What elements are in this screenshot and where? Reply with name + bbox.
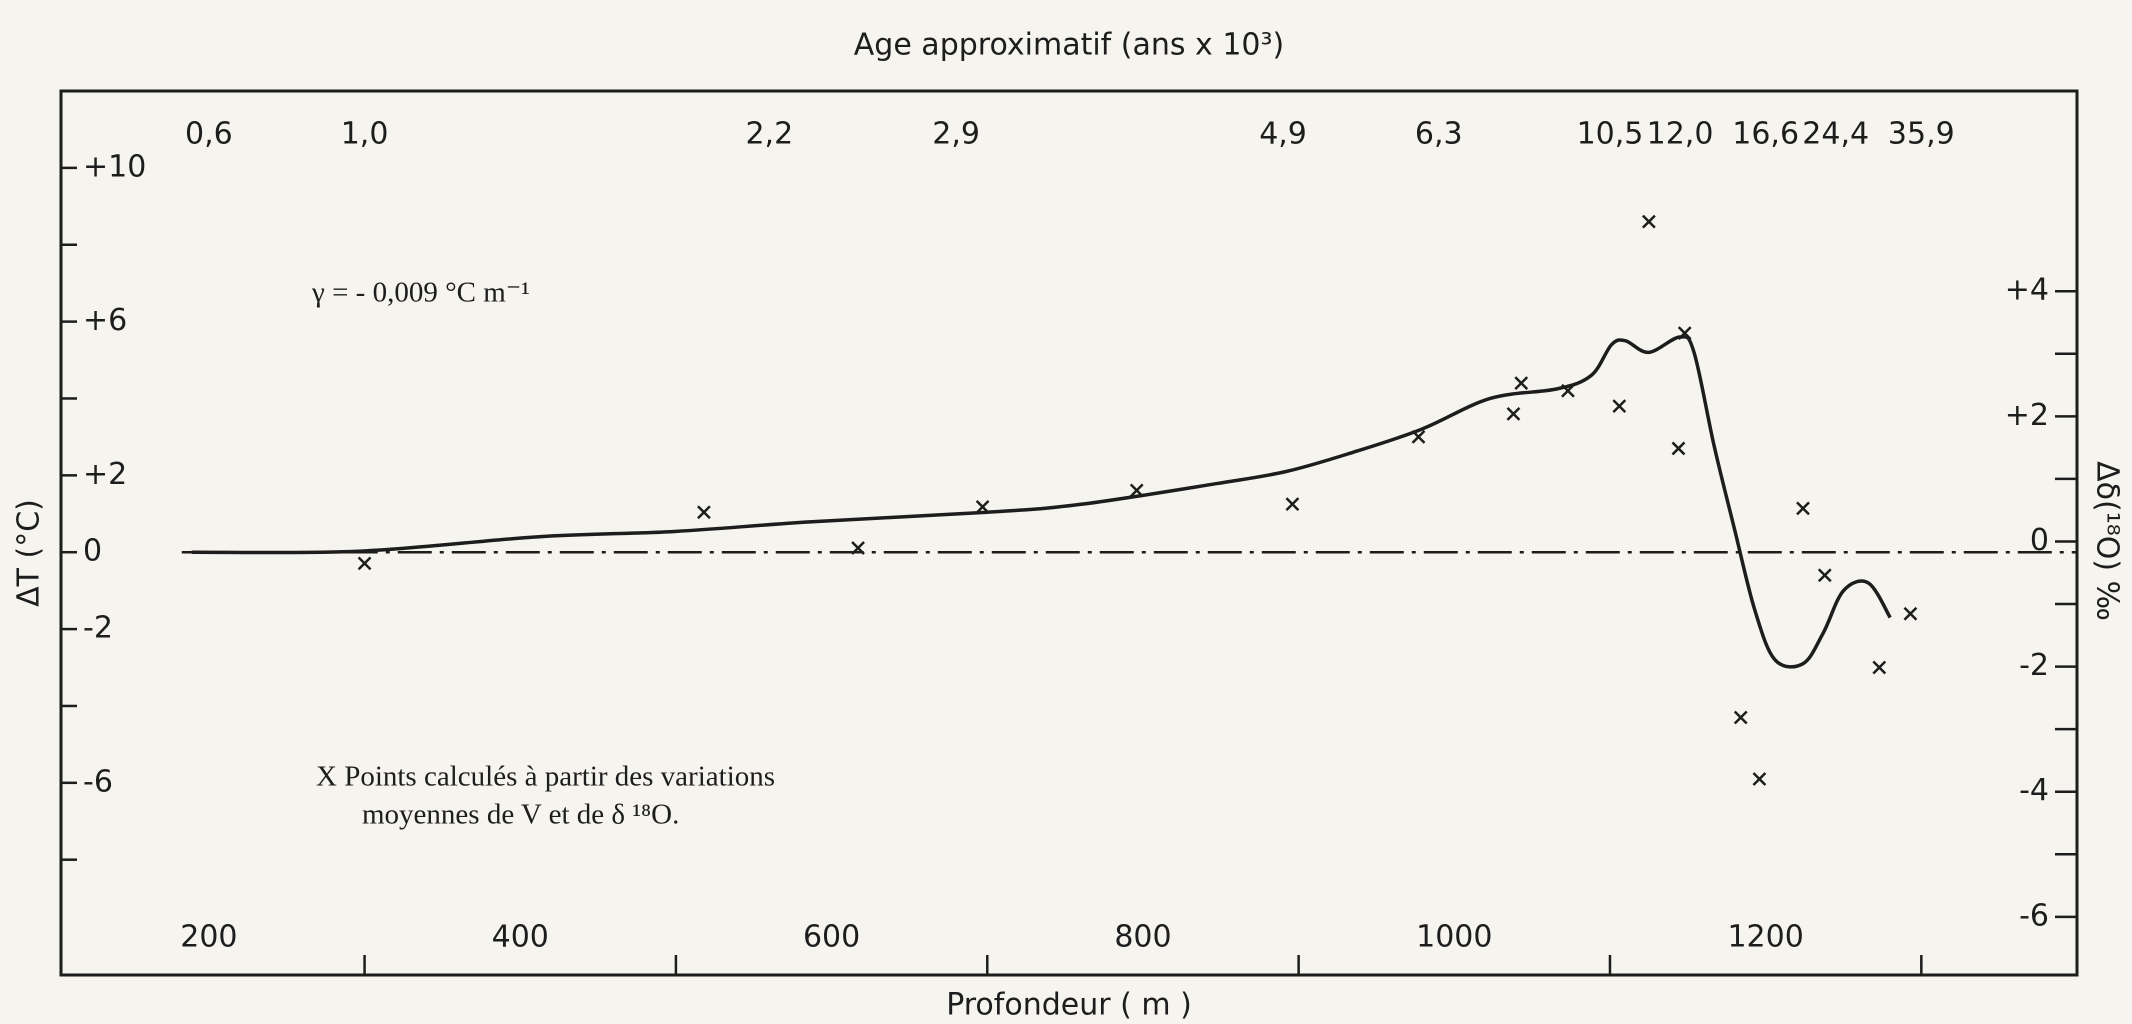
marker-stroke <box>1506 406 1521 421</box>
point-marker <box>1752 772 1767 786</box>
marker-stroke <box>1733 710 1748 725</box>
top-tick-label: 2,2 <box>745 117 793 152</box>
point-marker <box>1903 606 1918 621</box>
y2-tick-label: -2 <box>2019 648 2049 683</box>
annotation: γ = - 0,009 °C m⁻¹ <box>311 277 530 309</box>
y2-tick-label: +4 <box>2005 273 2049 308</box>
marker-stroke <box>1129 483 1144 498</box>
x-tick-label: 1200 <box>1727 920 1803 955</box>
marker-stroke <box>1612 399 1627 414</box>
point-marker <box>1561 383 1575 398</box>
point-marker <box>1677 326 1692 341</box>
point-marker <box>1671 441 1686 456</box>
marker-stroke <box>1514 376 1529 390</box>
y-tick-label: 0 <box>83 534 102 569</box>
marker-stroke <box>975 499 990 514</box>
point-marker <box>1817 568 1832 583</box>
marker-stroke <box>1561 383 1575 398</box>
x-tick-label: 200 <box>180 920 237 955</box>
y2-tick-label: 0 <box>2030 523 2049 558</box>
x-tick-label: 1000 <box>1416 920 1492 955</box>
y-tick-label: -6 <box>83 764 113 799</box>
point-marker <box>1612 399 1627 414</box>
y-tick-label: +10 <box>83 149 146 184</box>
annotation: moyennes de V et de δ ¹⁸O. <box>362 799 679 831</box>
marker-stroke <box>1872 660 1887 675</box>
top-tick-label: 12,0 <box>1647 117 1714 152</box>
marker-stroke <box>1796 501 1810 516</box>
marker-stroke <box>1411 430 1426 444</box>
top-tick-label: 24,4 <box>1802 117 1869 152</box>
marker-stroke <box>1677 326 1692 341</box>
x-tick-label: 800 <box>1114 920 1171 955</box>
top-tick-label: 2,9 <box>932 117 980 152</box>
point-marker <box>1129 483 1144 498</box>
marker-stroke <box>1817 568 1832 583</box>
point-marker <box>851 541 865 555</box>
plot-frame <box>59 89 2079 977</box>
point-marker <box>1872 660 1887 675</box>
y2-tick-label: -6 <box>2019 898 2049 933</box>
y-tick-label: +2 <box>83 457 127 492</box>
marker-stroke <box>357 556 372 571</box>
x-tick-label: 600 <box>803 920 860 955</box>
annotation: X Points calculés à partir des variation… <box>316 761 775 793</box>
point-marker <box>1285 497 1300 512</box>
point-marker <box>975 499 990 514</box>
top-tick-label: 10,5 <box>1577 117 1644 152</box>
point-marker <box>1642 214 1656 229</box>
marker-stroke <box>1285 497 1300 512</box>
point-marker <box>1411 430 1426 444</box>
top-tick-label: 1,0 <box>341 117 389 152</box>
top-axis-title: Age approximatif (ans x 10³) <box>854 28 1285 63</box>
x-tick-label: 400 <box>492 920 549 955</box>
curve <box>191 335 1892 669</box>
top-tick-label: 16,6 <box>1732 117 1799 152</box>
y2-axis-title: Δδ(¹⁸O) ‰ <box>2090 461 2125 621</box>
top-tick-label: 0,6 <box>185 117 233 152</box>
y-tick-label: +6 <box>83 303 127 338</box>
y2-tick-label: +2 <box>2005 398 2049 433</box>
point-marker <box>1506 406 1521 421</box>
y-axis-title: ΔT (°C) <box>12 499 47 607</box>
point-marker <box>1514 376 1529 390</box>
marker-stroke <box>1642 214 1656 229</box>
top-tick-label: 4,9 <box>1259 117 1307 152</box>
marker-stroke <box>697 505 711 520</box>
top-tick-label: 6,3 <box>1415 117 1463 152</box>
y2-tick-label: -4 <box>2019 773 2049 808</box>
marker-stroke <box>851 541 865 555</box>
marker-stroke <box>1903 606 1918 621</box>
point-marker <box>357 556 372 571</box>
x-axis-title: Profondeur ( m ) <box>946 988 1192 1023</box>
point-marker <box>697 505 711 520</box>
marker-stroke <box>1752 772 1767 786</box>
marker-stroke <box>1671 441 1686 456</box>
top-tick-label: 35,9 <box>1888 117 1955 152</box>
y-tick-label: -2 <box>83 611 113 646</box>
point-marker <box>1733 710 1748 725</box>
point-marker <box>1796 501 1810 516</box>
